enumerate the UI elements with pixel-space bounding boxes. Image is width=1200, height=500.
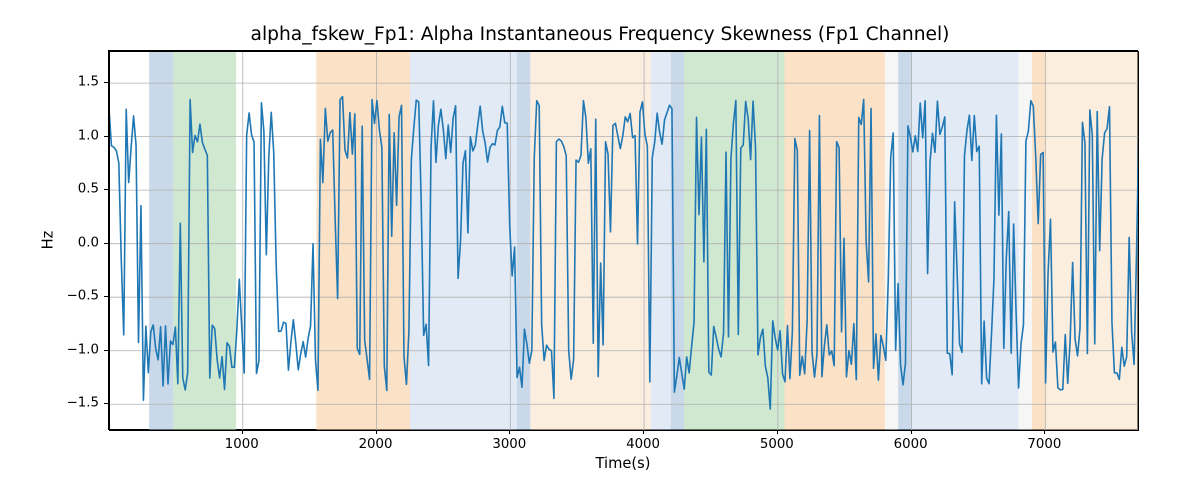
y-tick-mark	[104, 403, 108, 404]
background-band	[410, 51, 517, 431]
background-band	[149, 51, 173, 431]
x-tick-label: 1000	[225, 437, 259, 452]
plot-area	[108, 50, 1138, 430]
x-tick-mark	[777, 430, 778, 434]
x-tick-mark	[509, 430, 510, 434]
background-band	[517, 51, 530, 431]
figure: alpha_fskew_Fp1: Alpha Instantaneous Fre…	[0, 0, 1200, 500]
y-axis-label: Hz	[40, 231, 57, 250]
x-tick-label: 4000	[626, 437, 660, 452]
x-tick-label: 6000	[894, 437, 928, 452]
y-tick-mark	[104, 136, 108, 137]
plot-svg	[109, 51, 1139, 431]
x-tick-mark	[1044, 430, 1045, 434]
y-tick-label: 0.0	[78, 235, 99, 250]
y-tick-label: 1.0	[78, 128, 99, 143]
chart-title: alpha_fskew_Fp1: Alpha Instantaneous Fre…	[0, 24, 1200, 45]
x-tick-mark	[376, 430, 377, 434]
x-tick-label: 5000	[760, 437, 794, 452]
y-tick-label: −0.5	[67, 289, 99, 304]
y-tick-mark	[104, 243, 108, 244]
x-axis-label: Time(s)	[108, 455, 1138, 472]
y-tick-mark	[104, 189, 108, 190]
x-tick-mark	[242, 430, 243, 434]
y-tick-mark	[104, 296, 108, 297]
x-tick-label: 2000	[359, 437, 393, 452]
y-tick-label: 0.5	[78, 182, 99, 197]
y-tick-mark	[104, 82, 108, 83]
y-tick-label: −1.0	[67, 342, 99, 357]
background-band	[1045, 51, 1139, 431]
x-tick-mark	[643, 430, 644, 434]
y-tick-label: −1.5	[67, 396, 99, 411]
x-tick-label: 7000	[1027, 437, 1061, 452]
background-band	[530, 51, 650, 431]
background-band	[885, 51, 898, 431]
y-tick-label: 1.5	[78, 75, 99, 90]
x-tick-label: 3000	[492, 437, 526, 452]
y-tick-mark	[104, 350, 108, 351]
x-tick-mark	[911, 430, 912, 434]
